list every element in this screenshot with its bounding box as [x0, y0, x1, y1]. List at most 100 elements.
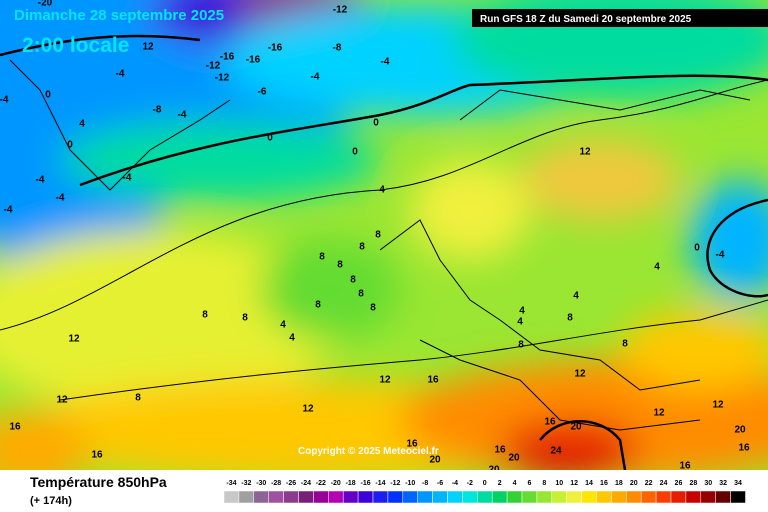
- contour-label: 20: [429, 455, 441, 466]
- legend-tick-label: 28: [689, 480, 697, 487]
- legend-swatch: [298, 490, 314, 504]
- contour-label: 20: [488, 465, 500, 476]
- contour-label: 20: [508, 453, 520, 464]
- contour-label: 12: [712, 400, 724, 411]
- legend-tick-label: 6: [527, 480, 531, 487]
- legend-tick-label: -12: [390, 480, 400, 487]
- legend-swatch: [268, 490, 284, 504]
- contour-label: 8: [135, 393, 141, 404]
- contour-label: -20: [38, 0, 53, 9]
- contour-label: 8: [350, 275, 356, 286]
- contour-label: -4: [56, 193, 65, 204]
- contour-label: -4: [4, 205, 13, 216]
- legend-swatch: [700, 490, 716, 504]
- legend-tick-label: 12: [570, 480, 578, 487]
- contour-label: -8: [333, 43, 342, 54]
- run-box: [472, 9, 768, 27]
- legend-swatch: [328, 490, 344, 504]
- contour-label: 16: [544, 417, 556, 428]
- legend-tick-label: -22: [316, 480, 326, 487]
- legend-swatch: [611, 490, 627, 504]
- contour-label: 8: [319, 252, 325, 263]
- legend-swatch: [506, 490, 523, 504]
- legend-tick-label: -26: [286, 480, 296, 487]
- run-info: Run GFS 18 Z du Samedi 20 septembre 2025: [480, 14, 692, 25]
- legend-tick-label: 32: [719, 480, 727, 487]
- legend-tick-label: -18: [346, 480, 356, 487]
- legend-tick-label: -16: [360, 480, 370, 487]
- legend-swatch: [477, 490, 493, 504]
- contour-label: 0: [67, 140, 73, 151]
- legend-swatch: [223, 490, 240, 504]
- legend-swatch: [715, 490, 731, 504]
- legend-swatch: [581, 490, 597, 504]
- contour-label: 8: [370, 303, 376, 314]
- legend-tick-label: 16: [600, 480, 608, 487]
- contour-label: 4: [654, 262, 660, 273]
- map: Dimanche 28 septembre 2025 2:00 locale R…: [0, 0, 768, 476]
- legend-tick-label: 10: [555, 480, 563, 487]
- legend-tick-label: -6: [437, 480, 443, 487]
- legend-title: Température 850hPa: [30, 474, 167, 490]
- map-time: 2:00 locale: [22, 34, 129, 57]
- contour-label: 8: [359, 242, 365, 253]
- contour-label: -4: [716, 250, 725, 261]
- contour-label: 0: [373, 118, 379, 129]
- legend-swatch: [462, 490, 478, 504]
- contour-label: 4: [379, 185, 385, 196]
- legend-swatch: [357, 490, 374, 504]
- legend-tick-label: 34: [734, 480, 742, 487]
- map-title: Dimanche 28 septembre 2025: [14, 7, 224, 24]
- legend-swatch: [342, 490, 359, 504]
- contour-label: -16: [220, 52, 235, 63]
- legend-tick-label: -28: [271, 480, 281, 487]
- legend-swatch: [655, 490, 672, 504]
- contour-label: 4: [519, 306, 525, 317]
- legend-tick-label: 22: [645, 480, 653, 487]
- legend-swatch: [670, 490, 687, 504]
- contour-label: 16: [91, 450, 103, 461]
- contour-label: 12: [68, 334, 80, 345]
- contour-label: -4: [0, 95, 9, 106]
- contour-label: 12: [653, 408, 665, 419]
- legend-swatch: [387, 490, 404, 504]
- legend-tick-label: -4: [452, 480, 458, 487]
- contour-label: -4: [116, 69, 125, 80]
- legend-swatch: [283, 490, 299, 504]
- contour-label: 8: [202, 310, 208, 321]
- legend-swatch: [730, 490, 746, 504]
- contour-label: 16: [9, 422, 21, 433]
- contour-label: 4: [289, 333, 295, 344]
- legend-tick-label: 24: [660, 480, 668, 487]
- contour-label: -4: [311, 72, 320, 83]
- contour-label: 0: [694, 243, 700, 254]
- contour-label: -4: [381, 57, 390, 68]
- contour-label: -16: [246, 55, 261, 66]
- legend-tick-label: 14: [585, 480, 593, 487]
- contour-label: 12: [142, 42, 154, 53]
- legend-swatch: [626, 490, 642, 504]
- contour-label: 8: [518, 340, 524, 351]
- legend-tick-label: -10: [405, 480, 415, 487]
- contour-label: 16: [494, 445, 506, 456]
- legend-tick-label: 8: [542, 480, 546, 487]
- legend-tick-label: 26: [675, 480, 683, 487]
- contour-label: 0: [267, 133, 273, 144]
- legend-tick-label: 0: [483, 480, 487, 487]
- contour-label: 20: [570, 422, 582, 433]
- contour-label: 4: [280, 320, 286, 331]
- contour-label: 8: [315, 300, 321, 311]
- legend-lead: (+ 174h): [30, 495, 72, 507]
- legend-swatch: [596, 490, 612, 504]
- contour-label: -16: [268, 43, 283, 54]
- contour-label: -12: [333, 5, 348, 16]
- legend-swatch: [447, 490, 463, 504]
- contour-label: 8: [375, 230, 381, 241]
- contour-label: 4: [79, 119, 85, 130]
- legend-swatch: [432, 490, 448, 504]
- contour-label: 8: [622, 339, 628, 350]
- contour-label: -12: [206, 61, 221, 72]
- legend-tick-label: -30: [256, 480, 266, 487]
- legend-tick-label: 4: [513, 480, 517, 487]
- legend-swatch: [551, 490, 567, 504]
